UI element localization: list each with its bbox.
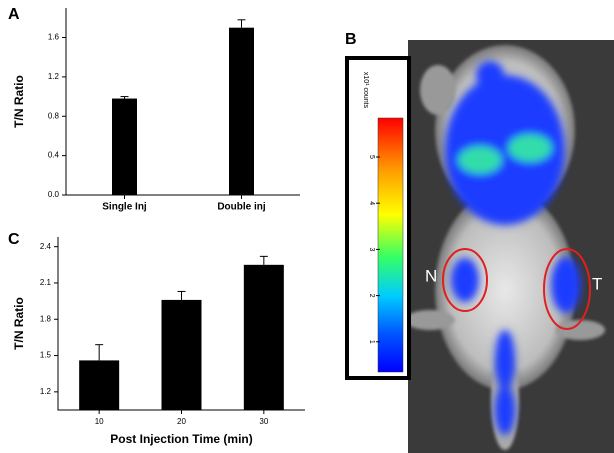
- x-tick-label: 20: [177, 417, 186, 426]
- y-tick-label: 2.1: [40, 278, 52, 287]
- annotation: N: [425, 266, 437, 285]
- panel-label: B: [345, 31, 357, 48]
- colorbar-tick-label: 4: [368, 201, 375, 205]
- y-tick-label: 1.6: [48, 33, 60, 42]
- x-tick-label: Single Inj: [102, 202, 147, 213]
- y-tick-label: 0.0: [48, 190, 60, 199]
- colorbar-tick-label: 3: [368, 247, 375, 251]
- mouse-image: [345, 40, 614, 453]
- y-axis-label: T/N Ratio: [12, 75, 26, 128]
- colorbar-title: x10¹ counts: [362, 72, 369, 109]
- y-tick-label: 0.8: [48, 111, 60, 120]
- bar: [229, 27, 254, 196]
- annotation: T: [592, 274, 602, 293]
- y-tick-label: 1.2: [40, 387, 52, 396]
- panel-label: A: [8, 6, 20, 23]
- y-tick-label: 1.5: [40, 351, 52, 360]
- bar: [79, 360, 120, 410]
- x-tick-label: Double inj: [217, 202, 266, 213]
- y-tick-label: 1.8: [40, 314, 52, 323]
- y-tick-label: 1.2: [48, 72, 60, 81]
- x-axis-label: Post Injection Time (min): [110, 432, 252, 446]
- panel-label: C: [8, 231, 20, 248]
- colorbar-tick-label: 1: [368, 340, 375, 344]
- axis-frame: [65, 8, 300, 196]
- colorbar-tick-label: 5: [368, 155, 375, 159]
- colorbar-tick-label: 2: [368, 294, 375, 298]
- y-tick-label: 2.4: [40, 242, 52, 251]
- x-tick-label: 30: [259, 417, 268, 426]
- axis-frame: [57, 237, 305, 411]
- bar: [161, 299, 202, 410]
- y-axis-label: T/N Ratio: [12, 297, 26, 350]
- x-tick-label: 10: [95, 417, 104, 426]
- bar: [112, 98, 137, 195]
- y-tick-label: 0.4: [48, 151, 60, 160]
- bar: [243, 264, 284, 410]
